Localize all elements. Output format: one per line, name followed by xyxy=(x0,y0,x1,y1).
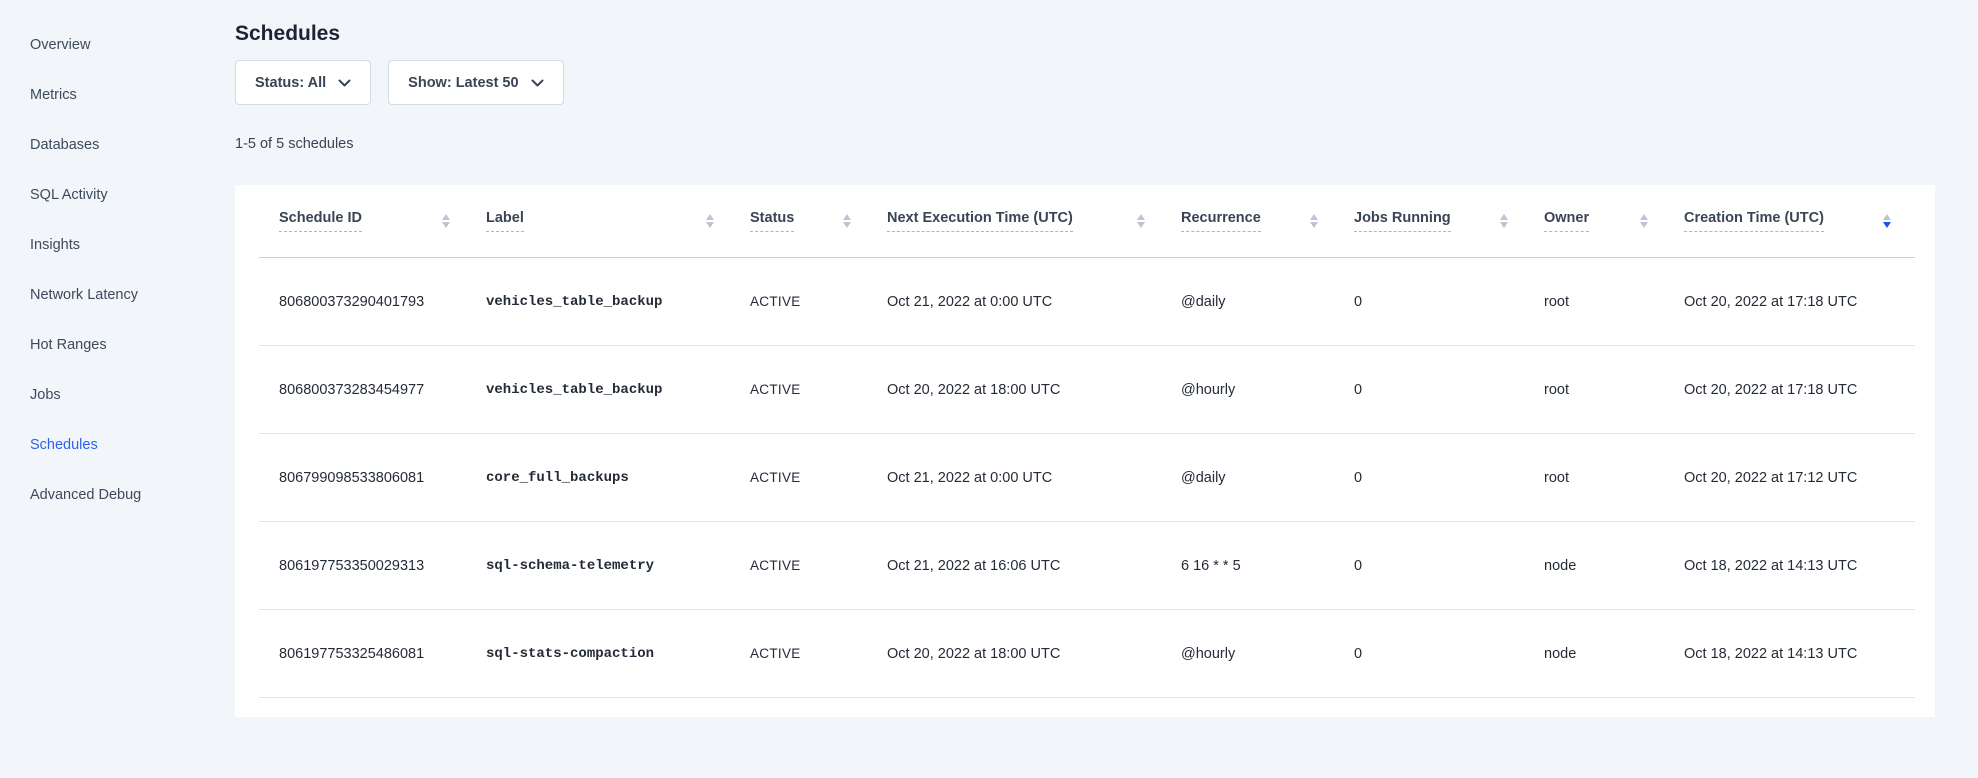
cell-creation-time: Oct 20, 2022 at 17:18 UTC xyxy=(1684,293,1858,310)
cell-creation-time: Oct 18, 2022 at 14:13 UTC xyxy=(1684,557,1858,574)
sidebar: Overview Metrics Databases SQL Activity … xyxy=(0,0,215,778)
sidebar-item-jobs[interactable]: Jobs xyxy=(30,387,61,403)
sidebar-item-sql-activity[interactable]: SQL Activity xyxy=(30,187,108,203)
cell-status: ACTIVE xyxy=(750,646,801,661)
status-filter-dropdown[interactable]: Status: All xyxy=(235,60,372,105)
cell-creation-time: Oct 20, 2022 at 17:18 UTC xyxy=(1684,381,1858,398)
cell-creation-time: Oct 20, 2022 at 17:12 UTC xyxy=(1684,469,1858,486)
column-header-jobs-running[interactable]: Jobs Running xyxy=(1354,185,1544,257)
sidebar-item-metrics[interactable]: Metrics xyxy=(30,87,77,103)
sidebar-item-network-latency[interactable]: Network Latency xyxy=(30,287,138,303)
sort-icon xyxy=(1137,214,1145,228)
column-header-creation-time[interactable]: Creation Time (UTC) xyxy=(1684,185,1915,257)
sort-icon xyxy=(706,214,714,228)
cell-label: sql-stats-compaction xyxy=(486,645,655,662)
sidebar-item-schedules[interactable]: Schedules xyxy=(30,437,98,453)
cell-schedule-id: 806197753325486081 xyxy=(279,645,425,662)
cell-recurrence: @daily xyxy=(1181,293,1226,310)
cell-creation-time: Oct 18, 2022 at 14:13 UTC xyxy=(1684,645,1858,662)
column-header-label: Schedule ID xyxy=(279,210,362,232)
cell-recurrence: @hourly xyxy=(1181,645,1236,662)
schedules-table: Schedule ID Label Status Next Execution … xyxy=(235,185,1935,717)
table-row: 806197753350029313 sql-schema-telemetry … xyxy=(259,522,1915,610)
column-header-label[interactable]: Label xyxy=(486,185,750,257)
cell-status: ACTIVE xyxy=(750,470,801,485)
column-header-label: Status xyxy=(750,210,795,232)
cell-label: vehicles_table_backup xyxy=(486,293,663,310)
cell-recurrence: @daily xyxy=(1181,469,1226,486)
chevron-down-icon xyxy=(531,79,544,87)
column-header-label: Owner xyxy=(1544,210,1590,232)
sidebar-item-databases[interactable]: Databases xyxy=(30,137,100,153)
table-row: 806197753325486081 sql-stats-compaction … xyxy=(259,610,1915,698)
cell-schedule-id: 806800373290401793 xyxy=(279,293,425,310)
status-filter-label: Status: All xyxy=(255,74,327,91)
chevron-down-icon xyxy=(338,79,351,87)
sort-desc-icon xyxy=(1883,214,1891,228)
table-header-row: Schedule ID Label Status Next Execution … xyxy=(259,185,1915,258)
column-header-label: Label xyxy=(486,210,524,232)
show-filter-label: Show: Latest 50 xyxy=(408,74,519,91)
column-header-schedule-id[interactable]: Schedule ID xyxy=(259,185,486,257)
column-header-recurrence[interactable]: Recurrence xyxy=(1181,185,1354,257)
cell-owner: node xyxy=(1544,557,1577,574)
sidebar-item-advanced-debug[interactable]: Advanced Debug xyxy=(30,487,142,503)
cell-owner: root xyxy=(1544,293,1569,310)
column-header-label: Next Execution Time (UTC) xyxy=(887,210,1073,232)
table-row: 806800373283454977 vehicles_table_backup… xyxy=(259,346,1915,434)
cell-schedule-id: 806800373283454977 xyxy=(279,381,425,398)
table-row: 806799098533806081 core_full_backups ACT… xyxy=(259,434,1915,522)
cell-jobs-running: 0 xyxy=(1354,557,1363,574)
cell-owner: root xyxy=(1544,469,1569,486)
cell-label: core_full_backups xyxy=(486,469,629,486)
column-header-label: Creation Time (UTC) xyxy=(1684,210,1824,232)
cell-next-execution-time: Oct 21, 2022 at 0:00 UTC xyxy=(887,293,1053,310)
sort-icon xyxy=(1500,214,1508,228)
filter-bar: Status: All Show: Latest 50 xyxy=(235,60,1978,105)
sort-icon xyxy=(442,214,450,228)
cell-jobs-running: 0 xyxy=(1354,293,1363,310)
sort-icon xyxy=(843,214,851,228)
cell-jobs-running: 0 xyxy=(1354,645,1363,662)
cell-recurrence: 6 16 * * 5 xyxy=(1181,557,1241,574)
sort-icon xyxy=(1640,214,1648,228)
results-summary: 1-5 of 5 schedules xyxy=(235,136,354,152)
cell-schedule-id: 806799098533806081 xyxy=(279,469,425,486)
cell-status: ACTIVE xyxy=(750,382,801,397)
column-header-label: Jobs Running xyxy=(1354,210,1451,232)
cell-next-execution-time: Oct 21, 2022 at 16:06 UTC xyxy=(887,557,1061,574)
cell-label: vehicles_table_backup xyxy=(486,381,663,398)
column-header-owner[interactable]: Owner xyxy=(1544,185,1684,257)
sidebar-item-insights[interactable]: Insights xyxy=(30,237,80,253)
cell-status: ACTIVE xyxy=(750,294,801,309)
main-content: Schedules Status: All Show: Latest 50 1-… xyxy=(215,0,1978,717)
sort-icon xyxy=(1310,214,1318,228)
cell-jobs-running: 0 xyxy=(1354,381,1363,398)
column-header-next-execution-time[interactable]: Next Execution Time (UTC) xyxy=(887,185,1181,257)
cell-jobs-running: 0 xyxy=(1354,469,1363,486)
sidebar-item-overview[interactable]: Overview xyxy=(30,37,91,53)
column-header-status[interactable]: Status xyxy=(750,185,887,257)
cell-next-execution-time: Oct 20, 2022 at 18:00 UTC xyxy=(887,645,1061,662)
cell-status: ACTIVE xyxy=(750,558,801,573)
cell-schedule-id: 806197753350029313 xyxy=(279,557,425,574)
cell-recurrence: @hourly xyxy=(1181,381,1236,398)
table-row: 806800373290401793 vehicles_table_backup… xyxy=(259,258,1915,346)
cell-next-execution-time: Oct 21, 2022 at 0:00 UTC xyxy=(887,469,1053,486)
cell-next-execution-time: Oct 20, 2022 at 18:00 UTC xyxy=(887,381,1061,398)
cell-owner: root xyxy=(1544,381,1569,398)
sidebar-item-hot-ranges[interactable]: Hot Ranges xyxy=(30,337,107,353)
cell-owner: node xyxy=(1544,645,1577,662)
column-header-label: Recurrence xyxy=(1181,210,1261,232)
show-filter-dropdown[interactable]: Show: Latest 50 xyxy=(388,60,564,105)
page-title: Schedules xyxy=(235,22,341,45)
cell-label: sql-schema-telemetry xyxy=(486,557,655,574)
